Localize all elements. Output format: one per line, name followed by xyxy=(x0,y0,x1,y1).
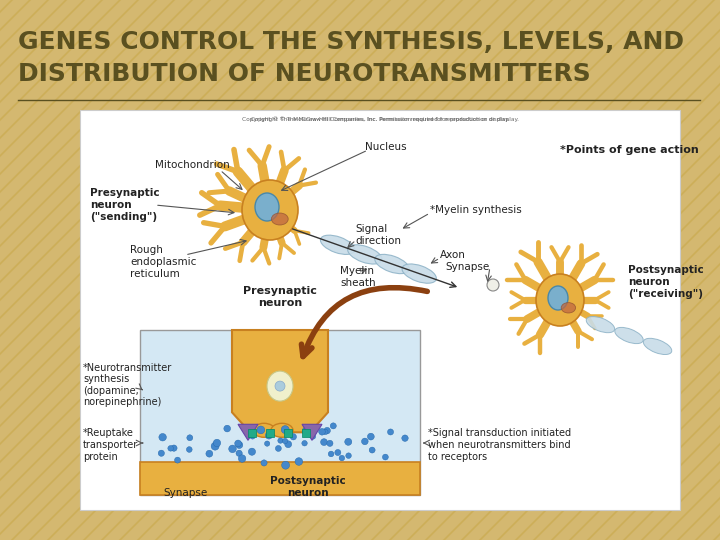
Circle shape xyxy=(324,427,330,434)
Text: Synapse: Synapse xyxy=(163,488,207,498)
Circle shape xyxy=(335,449,341,456)
Text: Copyright © The McGraw-Hill Companies, Inc. Permission required for reproduction: Copyright © The McGraw-Hill Companies, I… xyxy=(241,116,518,122)
Text: Postsynaptic
neuron
("receiving"): Postsynaptic neuron ("receiving") xyxy=(628,265,703,299)
Ellipse shape xyxy=(402,264,436,284)
Ellipse shape xyxy=(267,371,293,401)
Circle shape xyxy=(290,434,297,440)
Circle shape xyxy=(236,450,242,456)
Circle shape xyxy=(235,442,243,449)
Circle shape xyxy=(264,441,270,446)
Text: Nucleus: Nucleus xyxy=(365,142,407,152)
Circle shape xyxy=(248,448,256,455)
Text: Mitochondrion: Mitochondrion xyxy=(155,160,230,170)
Text: DISTRIBUTION OF NEUROTRANSMITTERS: DISTRIBUTION OF NEUROTRANSMITTERS xyxy=(18,62,590,86)
Circle shape xyxy=(250,434,256,439)
Ellipse shape xyxy=(375,254,409,274)
Circle shape xyxy=(265,432,273,439)
Circle shape xyxy=(302,427,310,435)
Ellipse shape xyxy=(615,327,643,343)
Polygon shape xyxy=(302,424,322,440)
Bar xyxy=(302,429,310,437)
Text: Rough
endoplasmic
reticulum: Rough endoplasmic reticulum xyxy=(130,245,197,279)
Circle shape xyxy=(235,440,241,447)
Text: Signal
direction: Signal direction xyxy=(355,224,401,246)
Circle shape xyxy=(168,446,174,451)
Circle shape xyxy=(319,428,325,435)
Ellipse shape xyxy=(271,423,293,437)
Circle shape xyxy=(327,440,333,447)
Circle shape xyxy=(171,445,177,451)
Bar xyxy=(248,429,256,437)
Circle shape xyxy=(295,458,302,465)
Ellipse shape xyxy=(242,180,298,240)
Text: Copyright © The McGraw-Hill Companies, Inc. Permission required for reproduction: Copyright © The McGraw-Hill Companies, I… xyxy=(251,116,509,122)
Text: *Reuptake
transporter
protein: *Reuptake transporter protein xyxy=(83,428,138,462)
Bar xyxy=(80,110,680,510)
Circle shape xyxy=(320,438,328,445)
Text: *Signal transduction initiated
when neurotransmitters bind
to receptors: *Signal transduction initiated when neur… xyxy=(428,428,571,462)
Text: GENES CONTROL THE SYNTHESIS, LEVELS, AND: GENES CONTROL THE SYNTHESIS, LEVELS, AND xyxy=(18,30,684,54)
Circle shape xyxy=(302,441,307,446)
Text: Axon: Axon xyxy=(440,250,466,260)
Circle shape xyxy=(369,447,375,453)
Circle shape xyxy=(346,453,351,458)
Circle shape xyxy=(257,426,265,434)
Circle shape xyxy=(229,445,236,453)
Circle shape xyxy=(261,460,267,466)
Bar xyxy=(140,462,420,495)
Circle shape xyxy=(487,279,499,291)
Text: Myelin
sheath: Myelin sheath xyxy=(340,266,376,288)
Circle shape xyxy=(186,435,193,441)
Text: *Points of gene action: *Points of gene action xyxy=(560,145,698,155)
Circle shape xyxy=(213,439,220,447)
Circle shape xyxy=(367,433,374,440)
Circle shape xyxy=(330,423,336,429)
Circle shape xyxy=(282,438,288,444)
Circle shape xyxy=(345,438,352,445)
Circle shape xyxy=(174,457,181,463)
Text: Presynaptic
neuron
("sending"): Presynaptic neuron ("sending") xyxy=(90,188,160,221)
Circle shape xyxy=(282,461,289,469)
Circle shape xyxy=(402,435,408,441)
Text: *Myelin synthesis: *Myelin synthesis xyxy=(430,205,522,215)
Circle shape xyxy=(158,450,164,456)
Ellipse shape xyxy=(561,302,575,313)
Circle shape xyxy=(339,455,345,461)
Circle shape xyxy=(361,438,368,445)
Ellipse shape xyxy=(255,193,279,221)
Text: Synapse: Synapse xyxy=(446,262,490,272)
Circle shape xyxy=(284,441,292,448)
Circle shape xyxy=(224,425,230,432)
Circle shape xyxy=(159,434,166,441)
Circle shape xyxy=(282,426,289,434)
Circle shape xyxy=(328,451,334,457)
Circle shape xyxy=(238,455,246,462)
Circle shape xyxy=(382,454,388,460)
Ellipse shape xyxy=(348,245,382,264)
Ellipse shape xyxy=(536,274,584,326)
Bar xyxy=(284,429,292,437)
Circle shape xyxy=(206,450,213,457)
Text: *Neurotransmitter
synthesis
(dopamine,
norepinephrine): *Neurotransmitter synthesis (dopamine, n… xyxy=(83,362,172,407)
Ellipse shape xyxy=(253,423,275,437)
Ellipse shape xyxy=(644,339,672,355)
Circle shape xyxy=(310,434,315,439)
Text: Postsynaptic
neuron: Postsynaptic neuron xyxy=(270,476,346,498)
Ellipse shape xyxy=(271,213,288,225)
Circle shape xyxy=(211,442,219,450)
Circle shape xyxy=(323,429,328,435)
Text: Presynaptic
neuron: Presynaptic neuron xyxy=(243,286,317,308)
Circle shape xyxy=(387,429,394,435)
Circle shape xyxy=(186,447,192,453)
Circle shape xyxy=(275,381,285,391)
Ellipse shape xyxy=(586,316,615,333)
Ellipse shape xyxy=(320,235,355,254)
Ellipse shape xyxy=(548,286,568,310)
Bar xyxy=(266,429,274,437)
Circle shape xyxy=(275,446,282,451)
Polygon shape xyxy=(238,424,258,440)
Bar xyxy=(140,330,420,495)
PathPatch shape xyxy=(232,330,328,433)
Circle shape xyxy=(278,438,283,443)
